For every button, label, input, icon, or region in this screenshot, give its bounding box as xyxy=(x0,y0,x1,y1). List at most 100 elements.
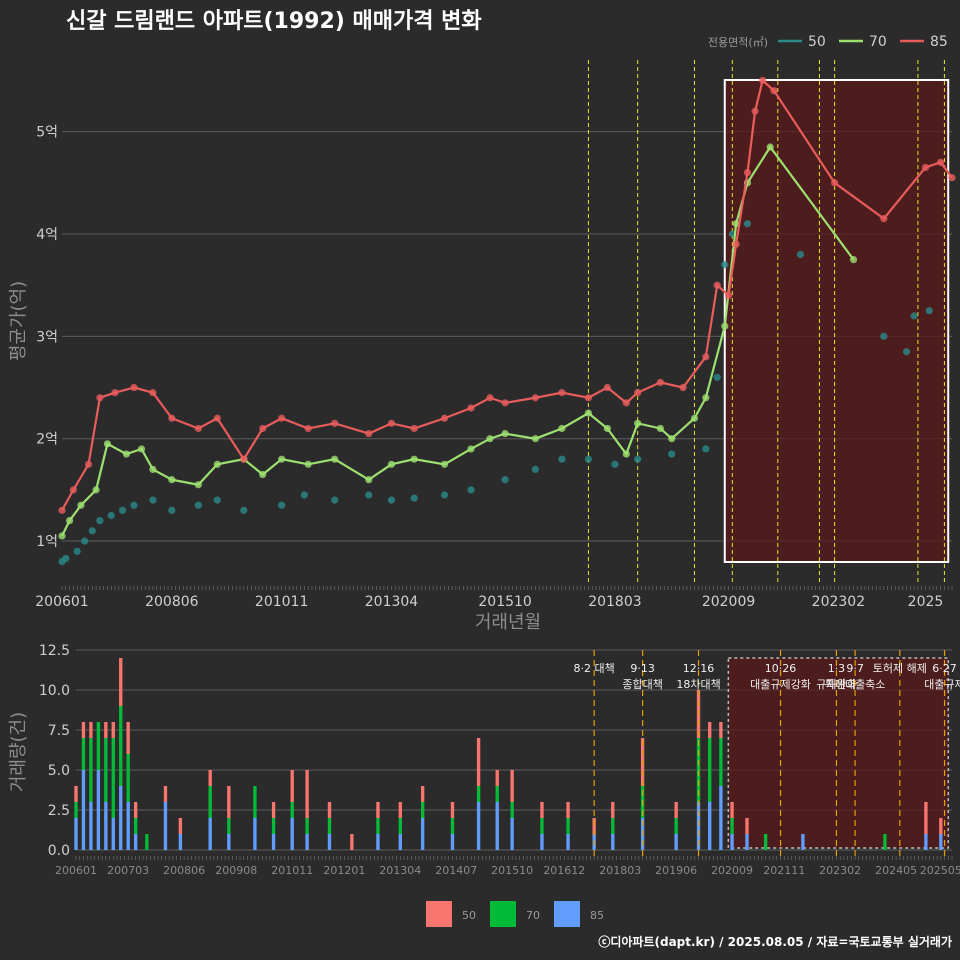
bar-85 xyxy=(290,818,294,850)
data-point-50 xyxy=(531,465,540,474)
data-point-50 xyxy=(584,455,593,463)
x-tick-label: 202009 xyxy=(702,594,755,610)
data-point-70 xyxy=(622,450,630,458)
bar-50 xyxy=(81,722,86,738)
bar-50 xyxy=(376,802,380,818)
data-point-50 xyxy=(721,261,729,269)
data-point-70 xyxy=(603,424,611,433)
bar-70 xyxy=(81,738,86,770)
bar-85 xyxy=(327,834,332,850)
data-point-85 xyxy=(713,281,721,289)
bar-70 xyxy=(566,818,570,834)
data-point-85 xyxy=(751,107,759,115)
data-point-70 xyxy=(65,516,74,525)
data-point-85 xyxy=(467,404,475,412)
data-point-50 xyxy=(118,506,127,514)
bar-70 xyxy=(290,802,294,818)
bar-85 xyxy=(801,834,805,850)
y-tick-label: 12.5 xyxy=(39,643,70,659)
data-point-70 xyxy=(668,435,676,443)
source-caption: ⓒ디아파트(dapt.kr) / 2025.08.05 / 자료=국토교통부 실… xyxy=(598,934,952,949)
bar-70 xyxy=(126,754,130,802)
volume-panel: 0.0 2.5 5.0 7.5 10.0 12.5 8·2 대책 9·13 종합대책 12·16 1… xyxy=(8,643,960,927)
data-point-85 xyxy=(387,419,396,427)
bar-50 xyxy=(350,834,354,850)
bar-50 xyxy=(540,802,544,818)
y-tick-label: 1억 xyxy=(36,534,58,550)
data-point-50 xyxy=(107,511,115,520)
x-tick-label: 201304 xyxy=(379,864,421,877)
bar-50 xyxy=(924,802,928,834)
x-tick-label: 202505 xyxy=(920,864,960,877)
y-tick-label: 7.5 xyxy=(48,723,70,739)
data-point-85 xyxy=(168,414,176,422)
data-point-70 xyxy=(122,450,130,458)
data-point-85 xyxy=(304,424,312,433)
data-point-85 xyxy=(531,394,540,402)
data-point-85 xyxy=(584,394,593,402)
policy-annotation: 대출규제 xyxy=(924,678,960,691)
x-tick-label: 201304 xyxy=(365,594,419,610)
data-point-50 xyxy=(440,491,449,499)
x-tick-label: 201510 xyxy=(478,594,531,610)
bar-50 xyxy=(290,770,294,802)
data-point-50 xyxy=(96,516,104,525)
x-tick-label: 202302 xyxy=(819,864,861,877)
x-tick-label: 200908 xyxy=(215,864,257,877)
bar-50 xyxy=(111,722,115,738)
bar-85 xyxy=(674,834,678,850)
y-tick-label: 10.0 xyxy=(39,683,70,699)
bar-85 xyxy=(133,834,138,850)
bar-70 xyxy=(883,834,887,850)
bar-70 xyxy=(119,706,123,786)
bar-50 xyxy=(74,786,78,802)
bar-50 xyxy=(327,802,332,818)
data-point-85 xyxy=(69,486,77,494)
x-tick-label: 202302 xyxy=(812,594,865,610)
bar-70 xyxy=(398,818,402,834)
policy-annotation: 6·27 xyxy=(932,662,957,675)
bar-70 xyxy=(111,738,115,818)
data-point-85 xyxy=(679,383,687,392)
bar-85 xyxy=(74,818,78,850)
bar-70 xyxy=(674,818,678,834)
legend-label-50: 50 xyxy=(808,34,826,50)
x-tick-label: 201906 xyxy=(655,864,697,877)
legend-key-70 xyxy=(490,901,516,927)
policy-annotation: 토허제 해제 xyxy=(873,661,927,675)
policy-annotation: 규제완화 xyxy=(816,678,856,691)
y-tick-label: 5.0 xyxy=(48,763,70,779)
data-point-85 xyxy=(194,424,202,433)
data-point-50 xyxy=(902,348,911,356)
data-point-85 xyxy=(111,389,119,397)
data-point-85 xyxy=(732,240,740,248)
bar-50 xyxy=(510,770,514,802)
bar-85 xyxy=(81,770,86,850)
data-point-70 xyxy=(849,255,858,264)
data-point-70 xyxy=(278,455,286,463)
data-point-70 xyxy=(331,455,339,463)
x-tick-label: 201510 xyxy=(491,864,533,877)
data-point-50 xyxy=(796,250,805,259)
data-point-50 xyxy=(467,486,475,494)
data-point-70 xyxy=(501,429,509,438)
bar-70 xyxy=(376,818,380,834)
policy-annotation: 9·13 xyxy=(630,662,655,675)
bar-85 xyxy=(208,818,212,850)
data-point-85 xyxy=(259,424,267,433)
policy-annotation: 10·26 xyxy=(765,662,797,675)
bar-85 xyxy=(495,802,499,850)
legend-label-85: 85 xyxy=(590,909,604,922)
data-point-70 xyxy=(410,455,418,463)
x-tick-label: 2025 xyxy=(908,594,944,610)
bar-50 xyxy=(476,738,481,786)
y-tick-label: 2억 xyxy=(36,432,58,448)
data-point-70 xyxy=(194,481,202,489)
bar-70 xyxy=(611,818,615,834)
data-point-85 xyxy=(96,394,104,402)
data-point-50 xyxy=(558,455,566,463)
policy-annotation: 대출규제강화 xyxy=(750,678,811,691)
data-point-70 xyxy=(77,501,85,509)
data-point-85 xyxy=(410,424,418,433)
data-point-50 xyxy=(743,220,752,228)
